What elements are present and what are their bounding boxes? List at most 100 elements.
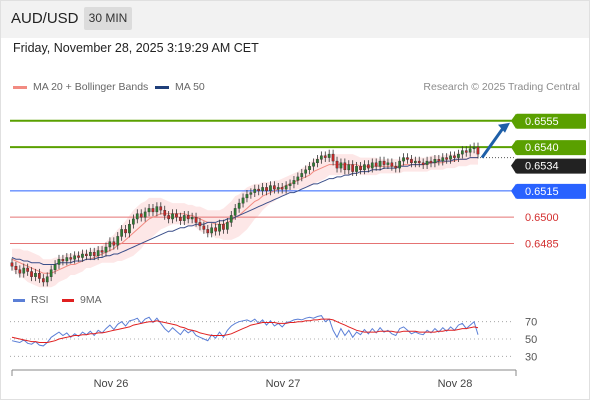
candle [374,158,378,171]
candle-body [288,183,292,186]
candle [88,247,92,261]
candle-body [331,153,335,162]
candle [296,172,300,185]
candle [445,153,448,164]
candle-body [214,227,217,232]
candle [182,211,186,226]
candle [14,261,18,275]
candle-body [441,157,445,162]
candle-body [38,273,41,279]
legend-9ma-swatch [62,298,74,302]
rsi-line [11,315,479,347]
candle [370,158,374,173]
candle [331,149,335,166]
candle-body [472,146,476,150]
candle-body [304,169,307,174]
candle [335,156,339,173]
level-tag-pointer-0.6555 [511,113,516,129]
candle [198,218,202,231]
candle-body [178,216,182,221]
level-label-0.6515: 0.6515 [525,186,559,198]
candle [284,181,288,194]
candle-body [355,166,358,172]
candle-body [296,176,300,181]
candle [108,237,112,252]
candle [124,225,127,238]
candle-body [65,257,69,262]
candle-body [394,166,398,169]
candle [73,251,76,264]
candle-body [73,255,76,260]
candle [225,218,229,234]
candle [464,146,468,157]
candle [163,205,167,220]
candle [178,212,182,226]
candle [65,253,69,266]
candle [276,182,280,194]
candle-body [327,153,331,158]
candle-body [308,166,311,171]
candle [18,265,22,278]
legend-rsi: RSI [13,294,49,306]
candle-body [155,206,159,213]
candle-body [88,251,92,256]
candle-body [273,185,276,190]
candle-body [374,162,378,167]
candle [308,161,311,175]
candle-body [194,216,198,223]
candle [42,274,45,287]
legend-ma20: MA 20 + Bollinger Bands [13,81,148,93]
level-tag-pointer-0.6515 [511,183,516,199]
candle [359,161,362,175]
candle [26,263,29,276]
candle-body [410,159,413,164]
candle-body [370,162,374,169]
candle-body [108,241,112,248]
candle [355,161,358,176]
candle-body [100,250,104,253]
candle-body [292,180,296,185]
candle [222,219,225,234]
candle-body [390,162,394,167]
candle-body [453,155,456,158]
level-label-0.6485: 0.6485 [525,238,559,250]
candle [128,219,131,238]
candle-body [92,251,96,256]
candle-body [245,194,249,199]
candle-body [69,257,73,260]
candle [323,151,327,162]
candle [363,160,366,175]
candle-body [14,266,18,270]
candle-body [323,155,327,158]
x-tick-Nov-26: Nov 26 [94,378,129,390]
candle [229,211,233,227]
candle [49,265,53,282]
candle-body [131,218,135,225]
candle [186,211,190,224]
candle-body [171,213,174,220]
candle [316,154,319,168]
candle [190,212,194,224]
candle-body [280,187,284,190]
candle-body [135,213,139,220]
credit-text: Research © 2025 Trading Central [423,81,580,93]
candle [347,160,351,175]
candle-body [269,185,272,192]
candle [343,158,347,175]
candle-body [53,264,57,271]
timeframe-badge[interactable]: 30 MIN [84,7,132,30]
candle [386,158,390,169]
candle [241,193,245,208]
candle [57,254,61,269]
candle [84,249,88,261]
candle [139,209,143,222]
candle-body [237,202,241,209]
candles [10,142,480,287]
candle-body [81,253,84,258]
candle [206,225,210,238]
level-label-0.6534: 0.6534 [525,161,559,173]
candle-body [363,164,366,171]
candle [320,151,323,164]
candle [253,184,257,198]
